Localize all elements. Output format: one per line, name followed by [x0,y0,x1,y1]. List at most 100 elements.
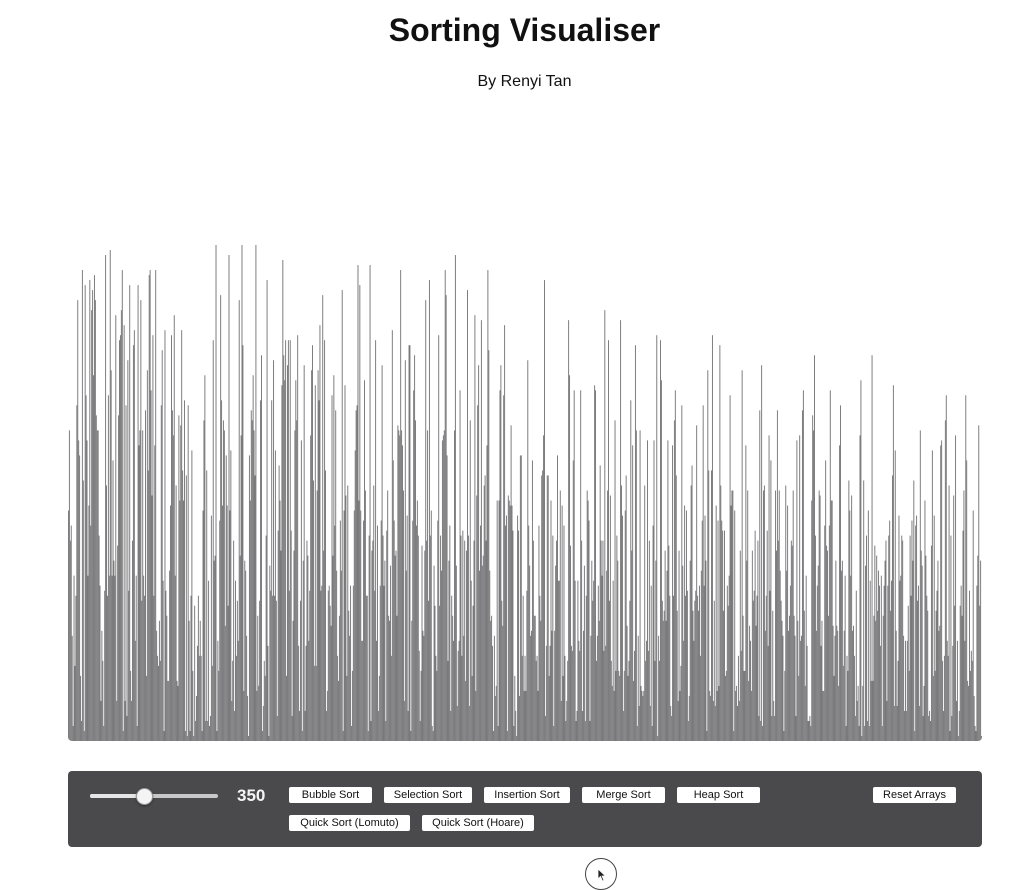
array-bar [738,700,740,741]
array-bar [660,340,661,741]
selection-sort-button[interactable]: Selection Sort [384,787,472,803]
array-bar [714,705,716,741]
array-bar [326,690,328,741]
array-bar [294,430,296,741]
array-bar [744,670,746,741]
array-bar [93,275,95,741]
array-bar [652,525,654,741]
array-bar [556,540,558,741]
array-bar [319,325,321,741]
array-bar [412,520,414,741]
array-bar [917,600,918,741]
page-title: Sorting Visualiser [388,12,661,48]
array-bar [612,580,614,741]
array-bar [809,715,811,741]
array-bar [657,735,659,741]
array-bar [839,445,841,741]
array-bar [528,525,530,741]
insertion-sort-button[interactable]: Insertion Sort [484,787,570,803]
array-bar [462,530,464,741]
array-bar [650,585,652,741]
array-bar [857,685,859,741]
array-bar [784,670,786,741]
array-size-slider[interactable] [90,788,218,805]
array-bar [281,385,283,741]
array-bar [250,410,252,741]
array-bar [851,495,853,741]
merge-sort-button[interactable]: Merge Sort [582,787,665,803]
array-bar [173,315,175,741]
array-bar [631,550,633,741]
array-bar [115,315,117,741]
array-bar [758,715,760,741]
array-bar [770,460,772,741]
array-bar [776,410,778,741]
array-bar [672,445,674,741]
array-bar [441,570,442,741]
array-bar [459,390,461,741]
array-bar [907,605,909,741]
array-bar [440,535,442,741]
array-bar [252,375,254,741]
array-bar [788,615,790,741]
array-bar [106,485,107,741]
array-bar [917,585,919,741]
array-bar [508,500,510,741]
array-bar [488,350,490,741]
array-bar [571,650,573,741]
array-bar [639,430,641,741]
quick-sort-hoare-button[interactable]: Quick Sort (Hoare) [422,815,534,831]
array-bar [897,660,899,741]
array-bar [199,620,201,741]
array-bar [581,540,583,741]
slider-thumb[interactable] [136,788,153,805]
array-bar [143,575,145,741]
array-bar [267,645,269,741]
array-bar [118,415,120,741]
array-bar [658,635,660,741]
array-bar [842,665,844,741]
array-bar [85,395,87,741]
quick-sort-lomuto-button[interactable]: Quick Sort (Lomuto) [289,815,410,831]
array-bar [171,410,173,741]
array-bar [272,595,274,741]
array-bar [408,345,410,741]
array-bar [886,700,888,741]
array-bar [919,430,921,741]
array-bar [291,715,293,741]
reset-arrays-button[interactable]: Reset Arrays [873,787,956,803]
array-bar [305,645,307,741]
array-bar [706,730,708,741]
array-bar [594,385,596,741]
array-bar [264,675,266,741]
array-bar [248,735,249,741]
array-bar [898,515,900,741]
array-bar [514,675,516,741]
array-bar [802,390,804,741]
array-bar [827,550,828,741]
array-bar [627,675,629,741]
array-bar [230,450,232,741]
array-bar [820,645,822,741]
array-bar [956,700,957,741]
array-bar [311,370,313,741]
array-bar [739,550,741,741]
array-bar [111,575,113,741]
array-bar [396,615,398,741]
array-bar [439,605,441,741]
array-bar [475,690,477,741]
bubble-sort-button[interactable]: Bubble Sort [289,787,372,803]
array-bar [750,640,751,741]
array-bar [93,375,95,741]
array-bar [812,415,814,741]
array-bar [270,590,272,741]
array-bar [422,630,424,741]
array-bar [71,635,73,741]
array-bar [479,570,481,741]
array-bar [261,355,262,741]
array-bar [364,490,366,741]
array-bar [974,725,976,741]
heap-sort-button[interactable]: Heap Sort [677,787,760,803]
array-bar [559,490,561,741]
array-bar [314,385,316,741]
